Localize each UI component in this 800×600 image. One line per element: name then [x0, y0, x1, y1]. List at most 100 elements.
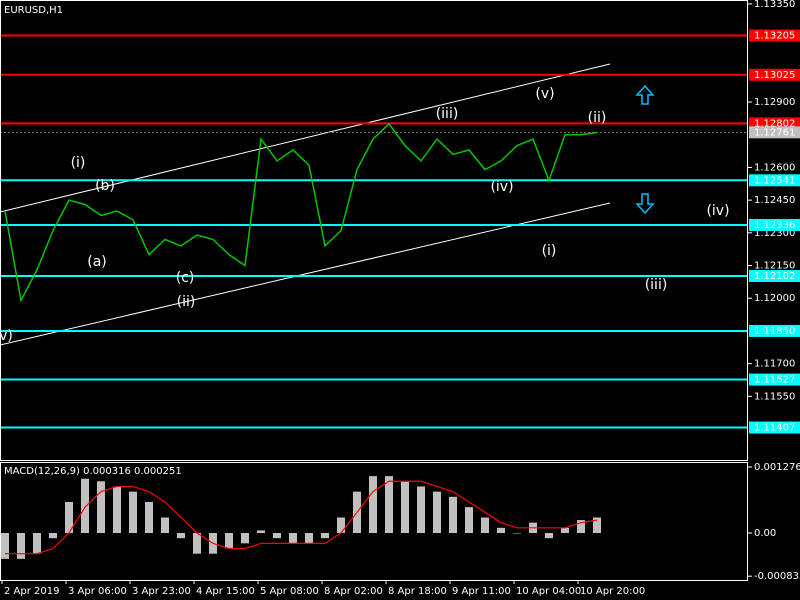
macd-bar [321, 532, 329, 539]
x-tick-label: 8 Apr 18:00 [388, 586, 447, 597]
y-tick-label: 1.11700 [754, 359, 795, 370]
channel-line [0, 202, 611, 346]
macd-bar [193, 532, 201, 554]
main-title: EURUSD,H1 [4, 5, 63, 16]
macd-bar [289, 532, 297, 544]
x-tick-label: 8 Apr 02:00 [324, 586, 383, 597]
wave-label: (iii) [645, 277, 668, 293]
macd-bar [49, 532, 57, 539]
macd-bar [33, 532, 41, 554]
level-label-box [749, 218, 800, 231]
x-tick-label: 3 Apr 06:00 [68, 586, 127, 597]
wave-label: (iv) [490, 179, 513, 195]
level-label: 1.11407 [754, 423, 795, 434]
level-label-box [749, 421, 800, 434]
macd-bar [257, 530, 265, 533]
macd-bar [545, 532, 553, 539]
macd-bar [145, 501, 153, 533]
macd-bar [561, 527, 569, 533]
macd-title: MACD(12,26,9) 0.000316 0.000251 [4, 466, 182, 477]
macd-bar [1, 532, 9, 559]
level-label: 1.12336 [754, 220, 795, 231]
macd-bar [465, 507, 473, 533]
x-tick-label: 10 Apr 20:00 [580, 586, 645, 597]
macd-bar [369, 476, 377, 533]
level-label-box [749, 29, 800, 42]
level-label: 1.12802 [754, 118, 795, 129]
signal-line [5, 480, 598, 555]
level-label: 1.11627 [754, 375, 795, 386]
macd-bar [401, 481, 409, 533]
last-price-box [749, 126, 800, 139]
level-label: 1.13205 [754, 31, 795, 42]
macd-bar [225, 532, 233, 549]
macd-bar [17, 532, 25, 559]
level-label-box [749, 270, 800, 282]
wave-label: (iii) [436, 106, 459, 122]
macd-bar [497, 527, 505, 533]
x-tick-label: 2 Apr 2019 [4, 586, 59, 597]
up-arrow [635, 84, 655, 105]
y-tick-label: 1.12150 [754, 261, 795, 272]
y-tick-label: 0.00 [754, 528, 776, 539]
wave-label: (i) [542, 243, 557, 259]
macd-bar [513, 532, 521, 534]
wave-label: (i) [71, 155, 86, 171]
macd-bar [129, 491, 137, 533]
level-label: 1.12541 [754, 175, 795, 186]
level-label-box [749, 68, 800, 81]
macd-bar [97, 481, 105, 533]
y-tick-label: 1.12900 [754, 97, 795, 108]
macd-bar [161, 517, 169, 533]
y-tick-label: 1.13350 [754, 0, 795, 10]
price-line [4, 122, 598, 303]
level-label: 1.13025 [754, 70, 795, 81]
down-arrow [635, 193, 655, 215]
y-tick-label: 1.11550 [754, 391, 795, 402]
macd-bar [305, 532, 313, 544]
macd-bar [433, 491, 441, 533]
x-tick-label: 5 Apr 08:00 [260, 586, 319, 597]
level-label-box [749, 373, 800, 386]
macd-bar [81, 478, 89, 533]
wave-label: (iv) [706, 203, 729, 219]
x-tick-label: 3 Apr 23:00 [132, 586, 191, 597]
main-frame [0, 0, 748, 461]
macd-bar [337, 517, 345, 533]
wave-label: (ii) [588, 110, 607, 126]
last-price-label: 1.12761 [754, 127, 795, 138]
macd-bar [385, 476, 393, 533]
y-tick-label: 0.001276 [754, 462, 800, 473]
macd-bar [113, 486, 121, 533]
wave-label: (ii) [177, 294, 196, 310]
level-label-box [749, 324, 800, 337]
macd-bar [417, 486, 425, 533]
macd-bar [241, 532, 249, 544]
level-label-box [749, 174, 800, 187]
y-tick-label: 1.12000 [754, 293, 795, 304]
y-tick-label: 1.12300 [754, 228, 795, 239]
macd-frame [0, 462, 748, 581]
level-label: 1.11850 [754, 326, 795, 337]
wave-label: (a) [87, 254, 107, 270]
x-tick-label: 4 Apr 15:00 [196, 586, 255, 597]
y-tick-label: 1.12600 [754, 162, 795, 173]
y-tick-label: -0.000835 [754, 571, 800, 582]
wave-label: (b) [95, 178, 115, 194]
macd-bar [177, 532, 185, 539]
macd-bar [577, 520, 585, 533]
wave-label: v) [0, 328, 13, 344]
macd-bar [273, 532, 281, 539]
wave-label: (c) [176, 270, 195, 286]
y-tick-label: 1.12450 [754, 195, 795, 206]
macd-bar [593, 517, 601, 533]
wave-label: (v) [535, 86, 554, 102]
macd-bar [65, 501, 73, 533]
level-label: 1.12102 [754, 271, 795, 282]
x-tick-label: 10 Apr 04:00 [516, 586, 581, 597]
x-tick-label: 9 Apr 11:00 [452, 586, 511, 597]
macd-bar [481, 517, 489, 533]
macd-bar [449, 496, 457, 533]
